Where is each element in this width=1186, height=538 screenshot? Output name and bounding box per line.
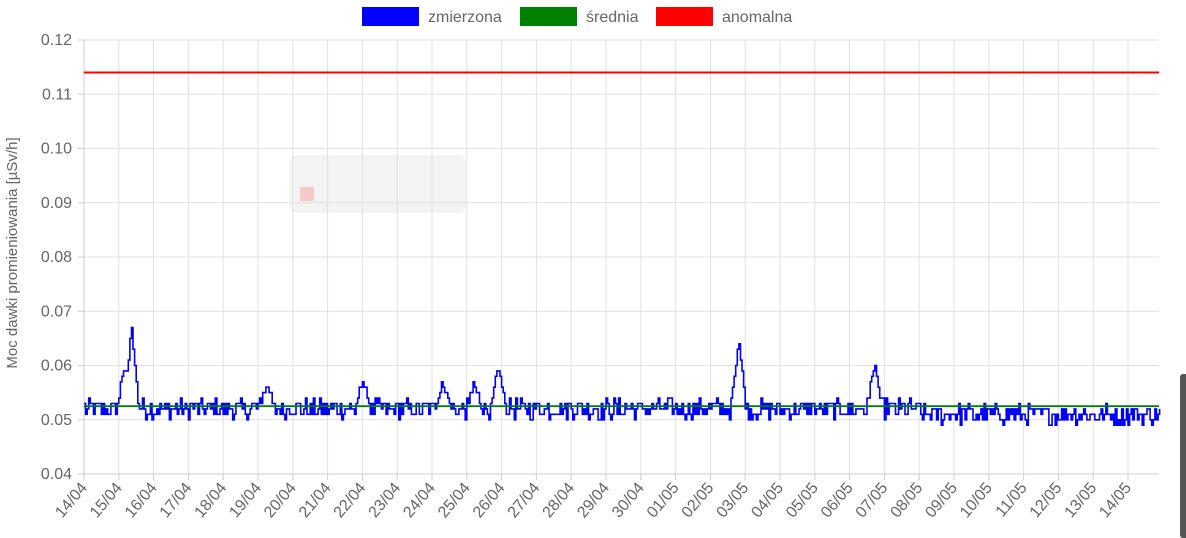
x-tick-label: 09/05 — [922, 480, 961, 522]
legend-item[interactable]: zmierzona — [362, 7, 502, 26]
grid — [78, 39, 1159, 480]
series-zmierzona-line — [84, 326, 1161, 426]
legend-label: anomalna — [722, 9, 792, 26]
x-tick-label: 23/04 — [365, 480, 404, 522]
x-tick-label: 14/05 — [1096, 480, 1135, 522]
x-tick-label: 26/04 — [470, 480, 509, 522]
x-tick-label: 02/05 — [679, 480, 718, 522]
x-tick-label: 03/05 — [713, 480, 752, 522]
legend: zmierzona średnia anomalna — [362, 7, 792, 26]
x-tick-label: 07/05 — [853, 480, 892, 522]
x-tick-label: 17/04 — [157, 480, 196, 522]
x-tick-label: 16/04 — [122, 480, 161, 522]
x-tick-label: 24/04 — [400, 480, 439, 522]
legend-swatch — [362, 7, 419, 26]
y-tick-label: 0.04 — [41, 466, 72, 483]
x-tick-label: 29/04 — [574, 480, 613, 522]
x-tick-label: 25/04 — [435, 480, 474, 522]
x-tick-label: 15/04 — [87, 480, 126, 522]
legend-item[interactable]: anomalna — [656, 7, 792, 26]
y-axis-ticks: 0.04 0.05 0.06 0.07 0.08 0.09 0.10 0.11 0.12 — [41, 32, 72, 483]
x-tick-label: 27/04 — [505, 480, 544, 522]
tooltip-swatch — [300, 187, 314, 201]
x-tick-label: 21/04 — [296, 480, 335, 522]
legend-swatch — [656, 7, 713, 26]
x-tick-label: 12/05 — [1027, 480, 1066, 522]
y-tick-label: 0.08 — [41, 249, 72, 266]
y-tick-label: 0.07 — [41, 303, 72, 320]
legend-label: zmierzona — [428, 9, 502, 26]
x-tick-label: 10/05 — [957, 480, 996, 522]
y-tick-label: 0.09 — [41, 195, 72, 212]
x-tick-label: 30/04 — [609, 480, 648, 522]
x-tick-label: 20/04 — [261, 480, 300, 522]
x-tick-label: 04/05 — [748, 480, 787, 522]
x-tick-label: 05/05 — [783, 480, 822, 522]
x-tick-label: 22/04 — [331, 480, 370, 522]
x-tick-label: 11/05 — [993, 480, 1031, 521]
tooltip-ghost — [290, 155, 466, 213]
y-tick-label: 0.10 — [41, 141, 72, 158]
y-tick-label: 0.11 — [42, 86, 72, 103]
x-tick-label: 18/04 — [191, 480, 230, 522]
y-axis-title: Moc dawki promieniowania [µSv/h] — [4, 137, 21, 368]
x-tick-label: 01/05 — [644, 480, 683, 522]
x-tick-label: 14/04 — [52, 480, 91, 522]
scrollbar[interactable] — [1180, 374, 1186, 538]
x-tick-label: 19/04 — [226, 480, 265, 522]
y-tick-label: 0.12 — [41, 32, 72, 49]
legend-item[interactable]: średnia — [520, 7, 639, 26]
x-tick-label: 08/05 — [887, 480, 926, 522]
x-tick-label: 28/04 — [539, 480, 578, 522]
legend-label: średnia — [586, 9, 639, 26]
x-tick-label: 06/05 — [818, 480, 857, 522]
series-group — [84, 71, 1161, 426]
y-tick-label: 0.05 — [41, 412, 72, 429]
x-tick-label: 13/05 — [1061, 480, 1100, 522]
y-tick-label: 0.06 — [41, 358, 72, 375]
x-axis-ticks: 14/0415/0416/0417/0418/0419/0420/0421/04… — [52, 480, 1135, 522]
legend-swatch — [520, 7, 577, 26]
